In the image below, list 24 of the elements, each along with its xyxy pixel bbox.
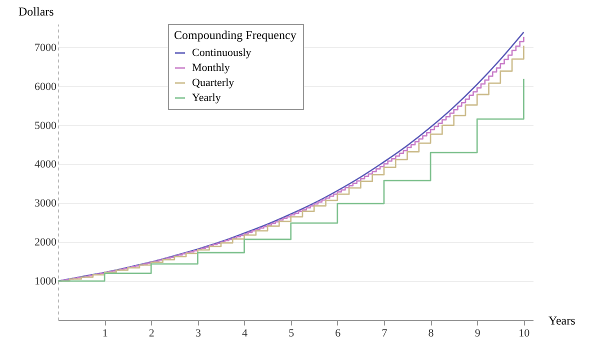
x-axis-title: Years (548, 314, 576, 328)
y-tick-label: 7000 (34, 42, 57, 54)
y-tick-label: 3000 (34, 198, 57, 210)
y-tick-label: 1000 (34, 276, 57, 288)
legend-label: Continuously (192, 47, 252, 59)
x-tick-label: 1 (102, 328, 108, 340)
x-tick-label: 7 (382, 328, 388, 340)
x-tick-label: 4 (242, 328, 248, 340)
legend-label: Monthly (192, 62, 230, 74)
y-tick-label: 6000 (34, 80, 57, 93)
y-axis-title: Dollars (18, 4, 54, 18)
x-tick-label: 2 (148, 328, 154, 340)
legend-title: Compounding Frequency (174, 28, 296, 42)
legend-label: Quarterly (192, 77, 235, 89)
y-tick-label: 2000 (34, 236, 57, 249)
legend-label: Yearly (192, 92, 222, 104)
x-tick-label: 9 (474, 328, 481, 340)
y-tick-label: 4000 (34, 158, 57, 171)
y-tick-label: 5000 (34, 120, 57, 132)
x-tick-label: 10 (518, 328, 530, 340)
x-tick-label: 3 (195, 328, 202, 340)
x-tick-label: 5 (288, 328, 295, 340)
x-tick-label: 8 (428, 328, 434, 340)
x-tick-label: 6 (335, 328, 342, 340)
